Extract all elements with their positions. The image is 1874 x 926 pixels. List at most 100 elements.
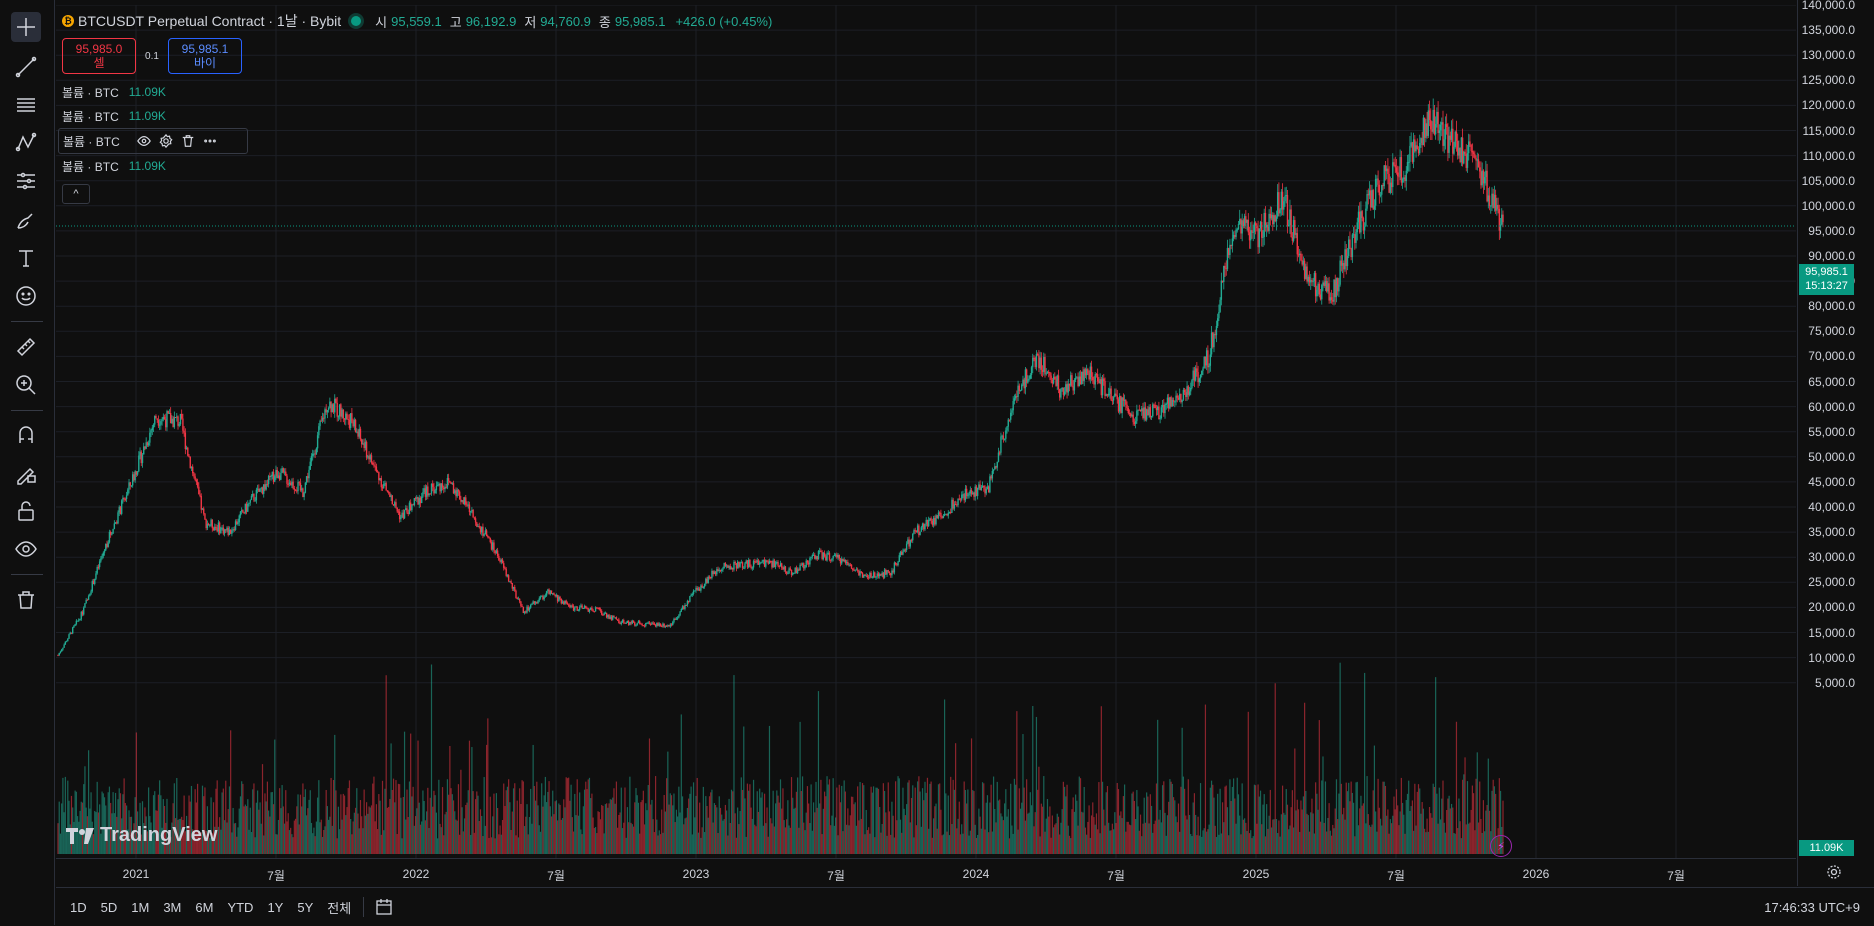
symbol-title[interactable]: BTCUSDT Perpetual Contract · 1날 · Bybit: [78, 13, 342, 29]
range-6m[interactable]: 6M: [195, 899, 214, 915]
forecast-icon[interactable]: [11, 166, 41, 196]
volume-bar: [271, 792, 273, 854]
volume-bar: [658, 830, 660, 854]
volume-bar: [285, 790, 287, 854]
eye-icon[interactable]: [11, 534, 41, 564]
candle-body: [249, 499, 251, 503]
volume-bar: [352, 821, 354, 854]
volume-bar: [701, 827, 703, 854]
more-icon[interactable]: [202, 133, 218, 149]
trash-icon[interactable]: [11, 585, 41, 615]
volume-bar: [1365, 823, 1367, 854]
bar-countdown: 15:13:27: [1805, 280, 1848, 292]
candle-body: [652, 622, 654, 624]
candle-body: [1280, 191, 1283, 210]
candle-body: [754, 561, 756, 563]
range-3m[interactable]: 3M: [163, 899, 182, 915]
volume-bar: [1458, 798, 1460, 854]
volume-bar: [444, 814, 446, 854]
horizontal-lines-icon[interactable]: [11, 90, 41, 120]
range-1m[interactable]: 1M: [131, 899, 150, 915]
candle-body: [70, 632, 73, 634]
calendar-goto-icon[interactable]: [374, 897, 394, 917]
unlock-icon[interactable]: [11, 496, 41, 526]
candle-body: [1049, 372, 1051, 376]
buy-button[interactable]: 95,985.1 바이: [168, 38, 242, 74]
candle-body: [144, 446, 146, 449]
volume-bar: [1322, 756, 1324, 854]
zoom-in-icon[interactable]: [11, 370, 41, 400]
market-status-icon[interactable]: [351, 16, 362, 26]
volume-bar: [167, 837, 169, 854]
volume-bar: [775, 803, 777, 854]
magnet-icon[interactable]: [11, 420, 41, 450]
volume-bar: [368, 806, 370, 854]
candle-body: [78, 619, 80, 621]
indicator-volume-1[interactable]: 볼륨 · BTC 11.09K: [62, 80, 772, 104]
time-scale[interactable]: 2021 7월 2022 7월 2023 7월 2024 7월 2025 7월 2026 7월: [56, 858, 1796, 887]
candle-body: [496, 550, 499, 556]
eye-icon[interactable]: [136, 133, 152, 149]
indicator-volume-2[interactable]: 볼륨 · BTC 11.09K: [62, 104, 772, 128]
range-1d[interactable]: 1D: [70, 899, 87, 915]
candle-body: [192, 466, 194, 474]
high-label: 고: [449, 14, 462, 30]
emoji-icon[interactable]: [11, 281, 41, 311]
candle-body: [271, 471, 274, 477]
candle-body: [479, 527, 482, 533]
lock-drawing-icon[interactable]: [11, 458, 41, 488]
candle-body: [553, 593, 555, 595]
candle-body: [1477, 159, 1480, 168]
indicator-volume-3[interactable]: 볼륨 · BTC: [58, 128, 248, 154]
volume-bar: [729, 823, 731, 854]
candle-body: [716, 569, 718, 575]
volume-bar: [411, 796, 413, 854]
pattern-icon[interactable]: [11, 128, 41, 158]
range-1y[interactable]: 1Y: [267, 899, 284, 915]
order-quantity[interactable]: 0.1: [145, 50, 159, 62]
price-chart[interactable]: [56, 5, 1796, 886]
range-all[interactable]: 전체: [327, 900, 352, 916]
settings-icon[interactable]: [158, 133, 174, 149]
volume-bar: [1328, 803, 1330, 854]
volume-bar: [361, 816, 363, 854]
range-ytd[interactable]: YTD: [227, 899, 254, 915]
tradingview-logo[interactable]: TradingView: [66, 824, 217, 847]
ruler-icon[interactable]: [11, 332, 41, 362]
delete-icon[interactable]: [180, 133, 196, 149]
volume-bar: [912, 785, 914, 854]
volume-bar: [332, 780, 335, 854]
candle-body: [1359, 211, 1361, 233]
volume-bar: [1159, 809, 1161, 854]
clock[interactable]: 17:46:33 UTC+9: [1764, 899, 1860, 915]
high-value: 96,192.9: [465, 13, 517, 29]
scale-settings-icon[interactable]: [1826, 864, 1842, 880]
brush-icon[interactable]: [11, 205, 41, 235]
volume-bar: [798, 827, 800, 854]
candle-body: [773, 560, 776, 568]
price-scale[interactable]: 140,000.0 135,000.0 130,000.0 125,000.0 120,…: [1797, 0, 1874, 886]
candle-body: [979, 484, 981, 491]
volume-bar: [1361, 805, 1363, 854]
candle-body: [436, 485, 439, 487]
candle-body: [520, 601, 522, 606]
volume-bar: [1062, 781, 1064, 854]
trend-line-icon[interactable]: [11, 52, 41, 82]
text-icon[interactable]: [11, 243, 41, 273]
volume-bar: [166, 798, 168, 854]
sell-button[interactable]: 95,985.0 셀: [62, 38, 136, 74]
volume-bar: [859, 781, 861, 854]
candle-body: [1175, 395, 1177, 402]
indicator-volume-4[interactable]: 볼륨 · BTC 11.09K: [62, 154, 772, 178]
candle-body: [950, 511, 952, 513]
range-5y[interactable]: 5Y: [297, 899, 314, 915]
candle-body: [334, 398, 336, 413]
lightning-icon[interactable]: ⚡: [1490, 835, 1512, 857]
collapse-legend-button[interactable]: ^: [62, 184, 90, 204]
volume-bar: [1067, 825, 1069, 854]
volume-bar: [276, 834, 278, 854]
range-5d[interactable]: 5D: [100, 899, 118, 915]
candle-body: [1203, 356, 1205, 369]
crosshair-icon[interactable]: [11, 12, 41, 42]
candle-body: [640, 623, 642, 625]
